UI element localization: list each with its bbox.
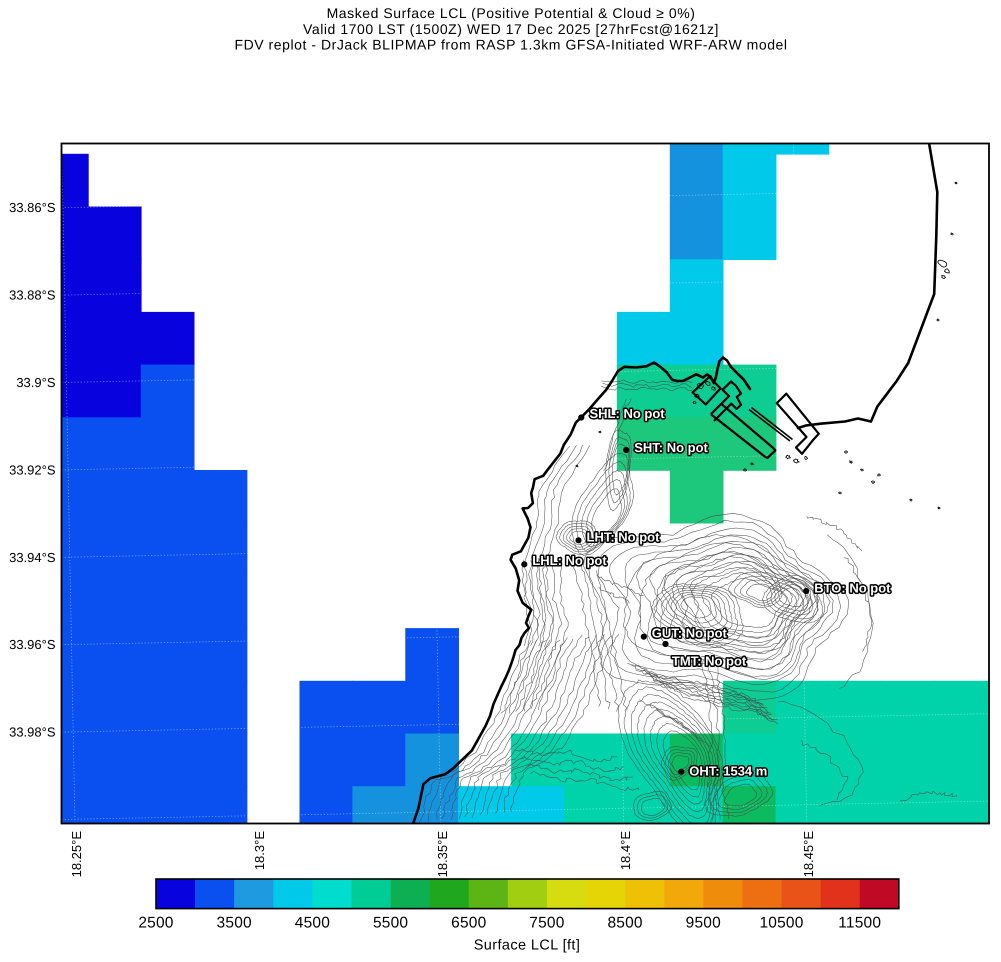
svg-text:OHT: 1534 m: OHT: 1534 m	[689, 764, 767, 779]
svg-text:9500: 9500	[686, 915, 721, 932]
svg-text:6500: 6500	[451, 915, 486, 932]
svg-text:33.98°S: 33.98°S	[9, 725, 56, 740]
svg-text:SHL: No pot: SHL: No pot	[590, 406, 666, 421]
svg-text:33.94°S: 33.94°S	[9, 550, 56, 565]
svg-text:3500: 3500	[217, 915, 252, 932]
svg-text:33.9°S: 33.9°S	[16, 375, 56, 390]
svg-text:33.96°S: 33.96°S	[9, 637, 56, 652]
svg-text:18.4°E: 18.4°E	[618, 831, 633, 871]
svg-text:33.88°S: 33.88°S	[9, 288, 56, 303]
svg-text:18.35°E: 18.35°E	[435, 831, 450, 878]
svg-text:TMT: No pot: TMT: No pot	[672, 654, 747, 669]
svg-text:Valid 1700 LST (1500Z) WED 17: Valid 1700 LST (1500Z) WED 17 Dec 2025 […	[303, 21, 719, 37]
svg-text:10500: 10500	[759, 915, 803, 932]
svg-text:4500: 4500	[295, 915, 330, 932]
svg-text:Masked Surface LCL (Positive P: Masked Surface LCL (Positive Potential &…	[327, 5, 696, 21]
svg-text:GUT: No pot: GUT: No pot	[652, 626, 728, 641]
svg-text:7500: 7500	[529, 915, 564, 932]
svg-text:2500: 2500	[138, 915, 173, 932]
svg-text:33.86°S: 33.86°S	[9, 200, 56, 215]
svg-text:5500: 5500	[373, 915, 408, 932]
svg-text:33.92°S: 33.92°S	[9, 462, 56, 477]
svg-text:18.25°E: 18.25°E	[69, 831, 84, 878]
svg-text:LHL: No pot: LHL: No pot	[532, 553, 607, 568]
svg-text:18.3°E: 18.3°E	[252, 831, 267, 871]
svg-text:FDV replot - DrJack BLIPMAP fr: FDV replot - DrJack BLIPMAP from RASP 1.…	[234, 37, 787, 53]
svg-text:LHT: No pot: LHT: No pot	[587, 530, 661, 545]
svg-text:8500: 8500	[607, 915, 642, 932]
svg-text:18.45°E: 18.45°E	[801, 831, 816, 878]
svg-text:11500: 11500	[838, 915, 881, 932]
svg-text:Surface LCL [ft]: Surface LCL [ft]	[474, 938, 581, 954]
svg-text:SHT: No pot: SHT: No pot	[634, 440, 708, 455]
svg-text:BTO: No pot: BTO: No pot	[814, 581, 891, 596]
